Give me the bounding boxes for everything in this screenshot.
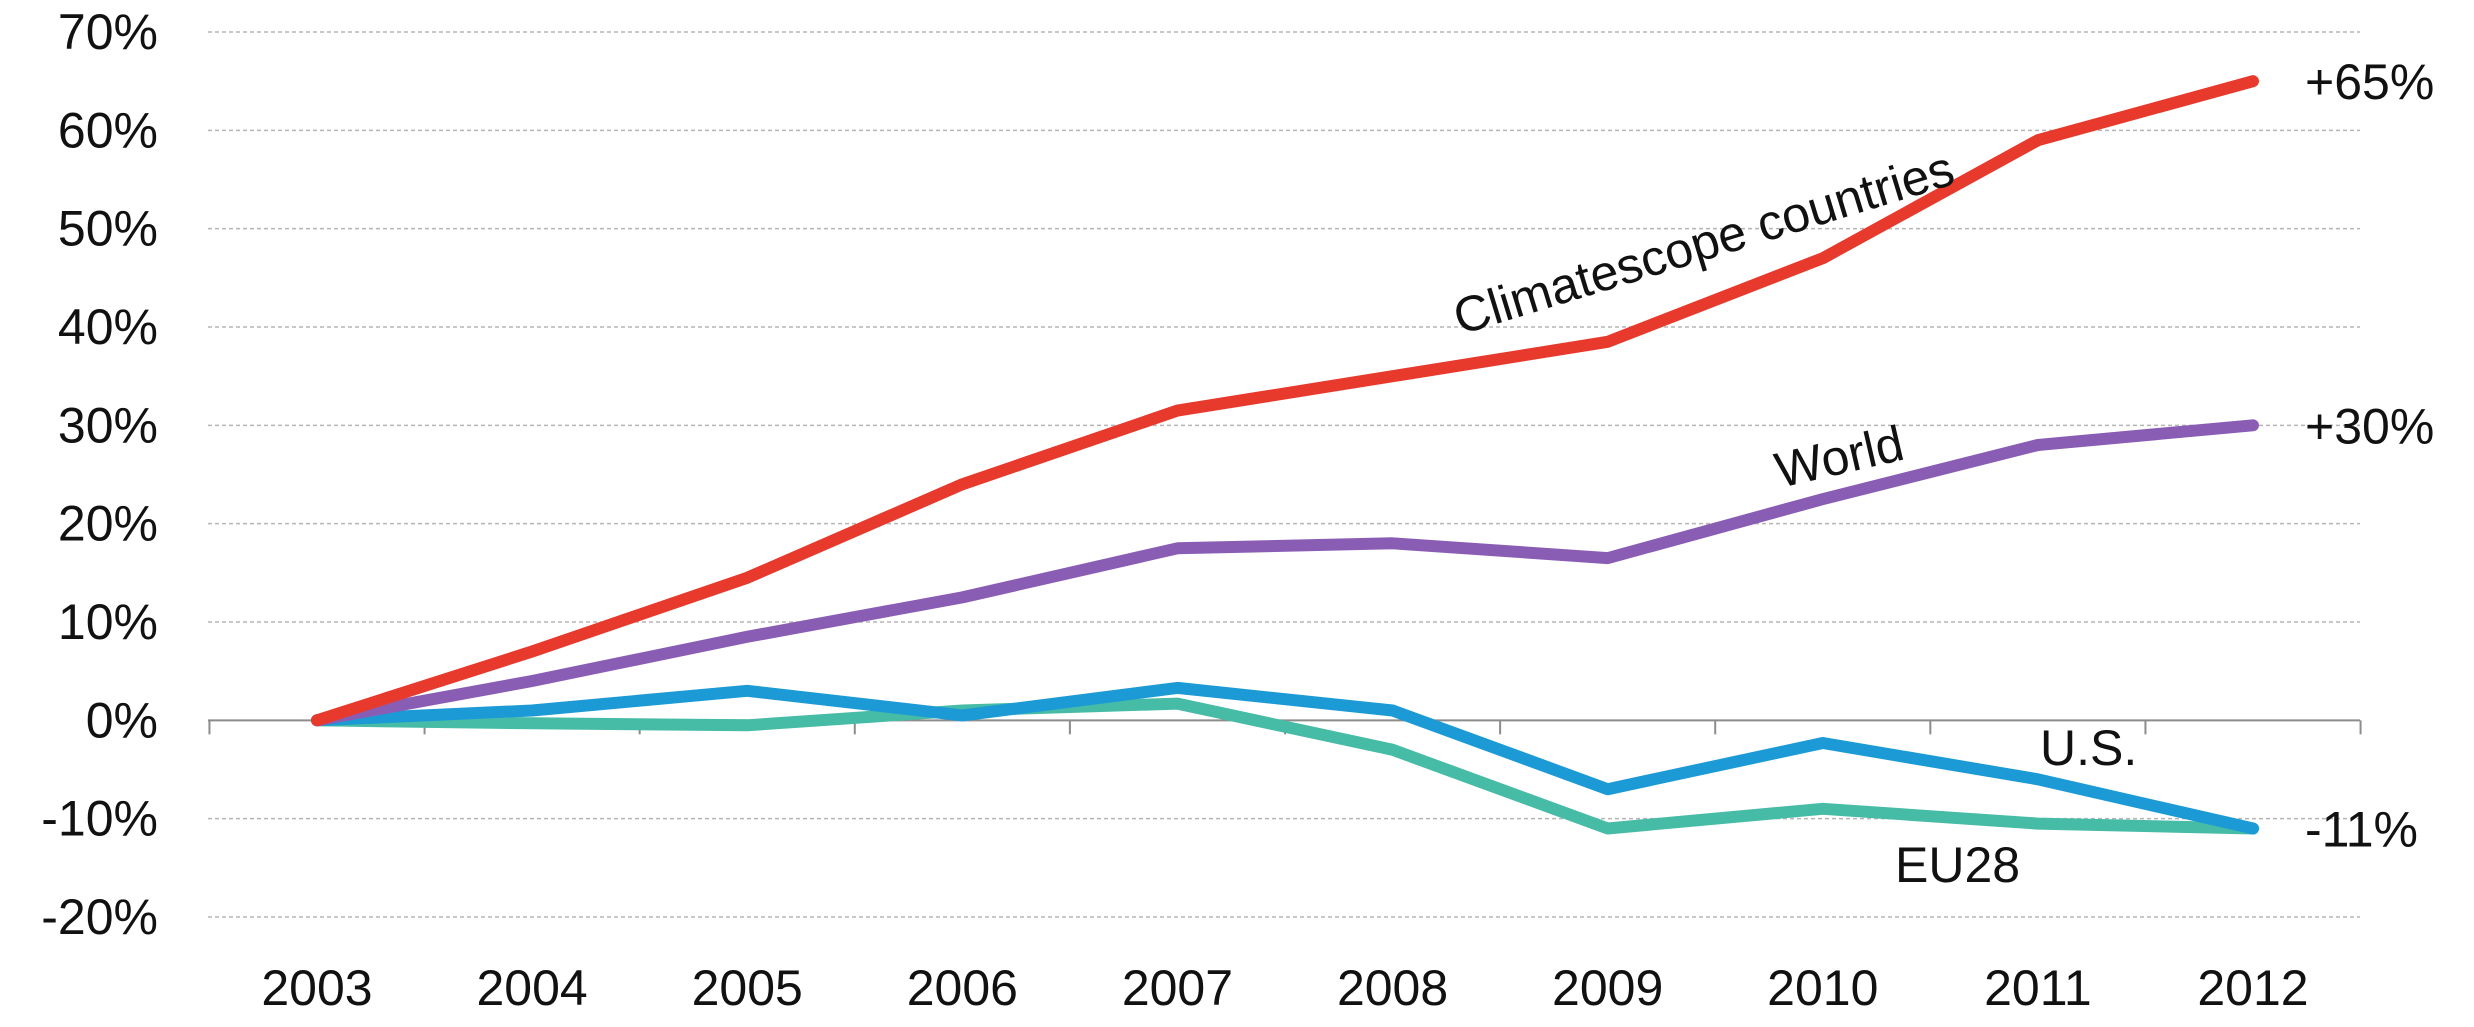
y-tick-label: 30% [58,397,158,453]
series-name-label: Climatescope countries [1447,140,1960,345]
y-tick-label: 70% [58,4,158,60]
x-tick-label: 2003 [261,960,372,1016]
y-tick-label: -10% [41,791,158,847]
series-line-1 [311,419,2259,727]
x-tick-label: 2005 [692,960,803,1016]
series-line-3 [311,697,2259,835]
x-axis: 2003 2004 2005 2006 2007 2008 2009 2010 2011 2012 [208,719,2362,1016]
end-value-label: +65% [2305,54,2434,110]
x-tick-label: 2012 [2197,960,2308,1016]
x-tick-label: 2007 [1122,960,1233,1016]
end-value-label: +30% [2305,398,2434,454]
series-line-0 [311,75,2259,727]
y-tick-label: 10% [58,594,158,650]
x-tick-label: 2010 [1767,960,1878,1016]
x-tick-label: 2008 [1337,960,1448,1016]
series-lines [311,75,2259,835]
y-tick-label: 40% [58,299,158,355]
x-tick-label: 2011 [1984,960,2092,1016]
y-tick-label: -20% [41,889,158,945]
series-name-label: U.S. [2040,720,2137,776]
y-tick-label: 20% [58,496,158,552]
x-tick-label: 2006 [907,960,1018,1016]
y-axis-ticks: 70% 60% 50% 40% 30% 20% 10% 0% -10% -20% [41,4,158,945]
series-line-2 [311,681,2259,835]
x-tick-label: 2009 [1552,960,1663,1016]
end-value-label: -11% [2305,802,2418,858]
x-tick-label: 2004 [476,960,587,1016]
y-tick-label: 60% [58,102,158,158]
y-tick-label: 50% [58,201,158,257]
series-name-label: EU28 [1895,837,2020,893]
y-tick-label: 0% [86,692,158,748]
